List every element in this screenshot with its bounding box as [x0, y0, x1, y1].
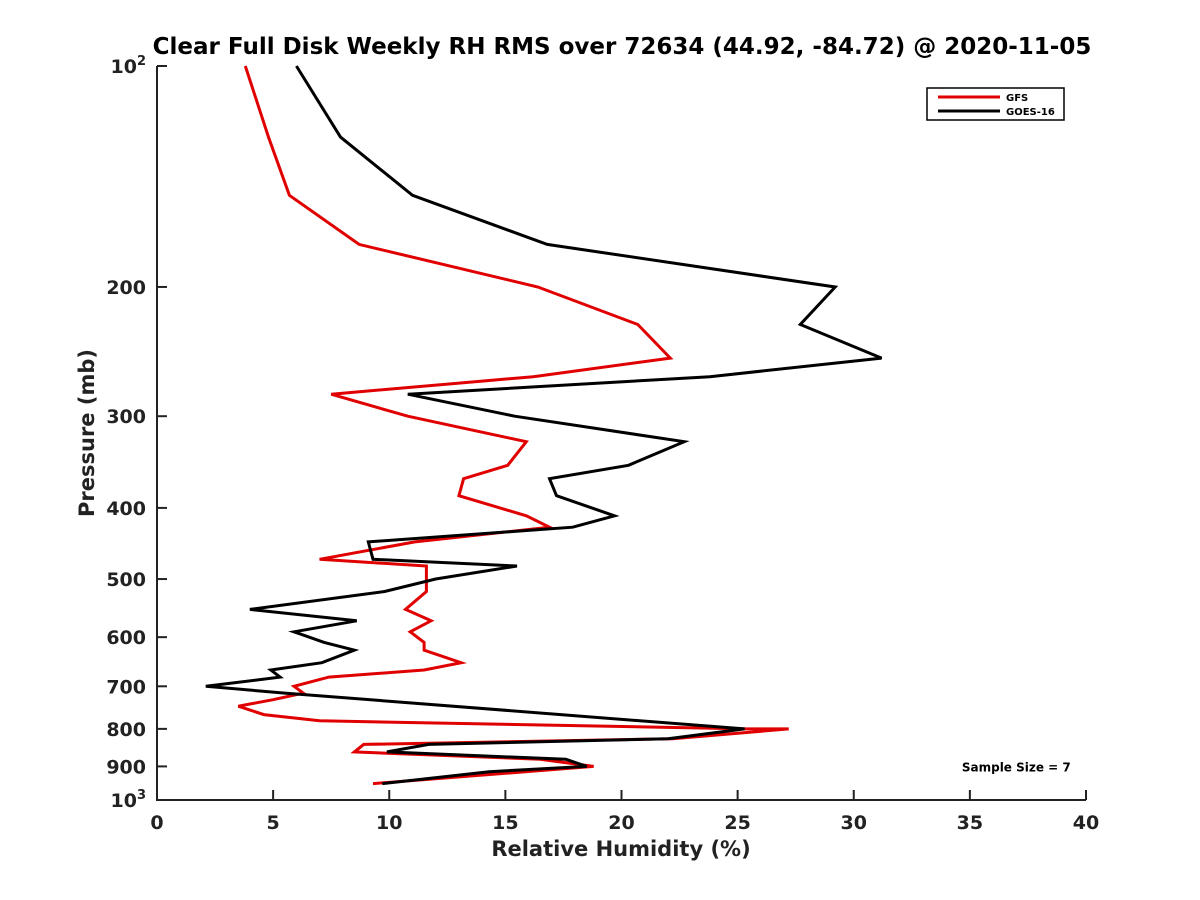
x-tick-label: 20: [608, 812, 634, 834]
y-tick-label: 300: [106, 406, 146, 428]
y-axis-ticks: 102 200 300 400 500 600 700 800 900 103: [106, 54, 167, 812]
y-tick-label: 103: [111, 788, 147, 812]
sample-size-annotation: Sample Size = 7: [962, 760, 1071, 774]
x-axis-label: Relative Humidity (%): [491, 837, 750, 861]
legend: GFS GOES-16: [926, 87, 1065, 121]
legend-label-gfs: GFS: [1006, 93, 1028, 104]
x-tick-label: 40: [1073, 812, 1099, 834]
legend-label-goes16: GOES-16: [1006, 107, 1055, 118]
y-tick-label: 700: [106, 676, 146, 698]
legend-box: [926, 87, 1065, 121]
x-tick-label: 30: [841, 812, 867, 834]
chart-title: Clear Full Disk Weekly RH RMS over 72634…: [153, 34, 1092, 60]
series-line-gfs: [237, 65, 789, 786]
x-tick-label: 35: [957, 812, 983, 834]
x-tick-label: 15: [492, 812, 518, 834]
x-tick-label: 5: [267, 812, 280, 834]
y-axis-label: Pressure (mb): [75, 349, 99, 517]
x-axis-ticks: 0 5 10 15 20 25 30 35 40: [150, 790, 1099, 834]
y-tick-label: 200: [106, 277, 146, 299]
y-tick-label: 900: [106, 756, 146, 778]
x-tick-label: 10: [376, 812, 402, 834]
y-tick-label: 800: [106, 719, 146, 741]
x-tick-label: 0: [150, 812, 163, 834]
series-line-goes16: [205, 65, 883, 786]
y-tick-label: 400: [106, 498, 146, 520]
x-tick-label: 25: [724, 812, 750, 834]
y-tick-label: 600: [106, 627, 146, 649]
y-tick-label: 102: [111, 54, 147, 78]
plot-area: 0 5 10 15 20 25 30 35 40 102 200 300 400 500 600 700 80…: [106, 54, 1099, 834]
y-tick-label: 500: [106, 569, 146, 591]
series-layer: [205, 65, 883, 786]
